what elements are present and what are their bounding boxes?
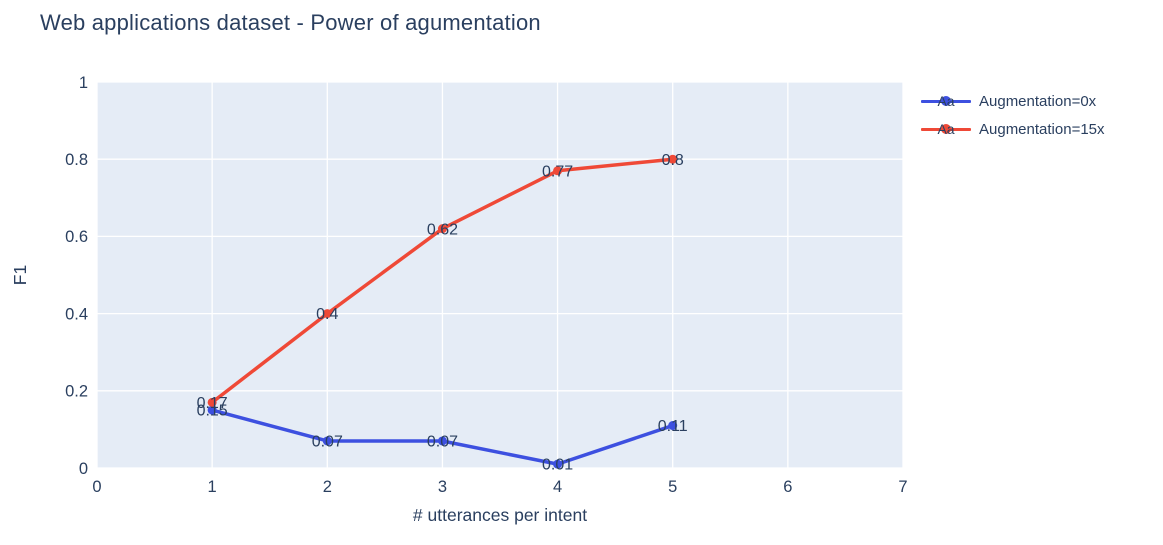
x-tick-label: 0	[92, 478, 101, 496]
x-tick-label: 6	[783, 478, 792, 496]
data-point-label-augmentation-0x: 0.07	[312, 434, 343, 451]
legend-text-sample: Aa	[937, 121, 955, 137]
data-point-augmentation-0x	[553, 459, 563, 469]
data-point-augmentation-0x	[207, 405, 217, 415]
data-point-label-augmentation-15x: 0.8	[662, 152, 684, 169]
y-tick-label: 1	[79, 74, 88, 92]
x-tick-label: 1	[208, 478, 217, 496]
data-point-label-augmentation-0x: 0.01	[542, 457, 573, 474]
y-axis-title: F1	[10, 265, 30, 285]
plot-background	[97, 82, 903, 468]
data-point-label-augmentation-15x: 0.62	[427, 221, 458, 238]
y-tick-label: 0.2	[65, 383, 88, 401]
data-point-augmentation-15x	[207, 397, 217, 407]
legend-swatch-line-marker-icon: Aa	[921, 120, 971, 138]
data-point-label-augmentation-0x: 0.15	[197, 403, 228, 420]
data-point-augmentation-0x	[437, 436, 447, 446]
data-point-label-augmentation-15x: 0.77	[542, 163, 573, 180]
data-point-label-augmentation-15x: 0.4	[316, 306, 338, 323]
data-point-label-augmentation-0x: 0.07	[427, 434, 458, 451]
x-tick-label: 5	[668, 478, 677, 496]
data-point-augmentation-15x	[668, 154, 678, 164]
data-point-label-augmentation-15x: 0.17	[197, 395, 228, 412]
legend-text-sample: Aa	[937, 93, 955, 109]
x-tick-label: 7	[898, 478, 907, 496]
data-point-augmentation-15x	[553, 166, 563, 176]
y-tick-label: 0.6	[65, 228, 88, 246]
legend-item-augmentation-0x[interactable]: Aa Augmentation=0x	[921, 87, 1105, 115]
legend: Aa Augmentation=0x Aa Augmentation=15x	[921, 87, 1105, 143]
y-tick-label: 0	[79, 460, 88, 478]
data-point-label-augmentation-0x: 0.11	[658, 418, 688, 435]
data-point-augmentation-0x	[668, 421, 678, 431]
chart-title: Web applications dataset - Power of agum…	[40, 10, 541, 35]
x-tick-label: 3	[438, 478, 447, 496]
data-point-augmentation-15x	[437, 224, 447, 234]
data-point-augmentation-15x	[322, 309, 332, 319]
x-tick-label: 4	[553, 478, 562, 496]
x-tick-label: 2	[323, 478, 332, 496]
y-tick-label: 0.4	[65, 305, 88, 323]
legend-marker-dot	[941, 124, 951, 134]
legend-swatch-line-marker-icon: Aa	[921, 92, 971, 110]
y-tick-label: 0.8	[65, 151, 88, 169]
legend-label: Augmentation=0x	[979, 92, 1097, 110]
legend-marker-dot	[941, 96, 951, 106]
legend-label: Augmentation=15x	[979, 120, 1105, 138]
data-point-augmentation-0x	[322, 436, 332, 446]
legend-item-augmentation-15x[interactable]: Aa Augmentation=15x	[921, 115, 1105, 143]
x-axis-title: # utterances per intent	[413, 505, 587, 525]
